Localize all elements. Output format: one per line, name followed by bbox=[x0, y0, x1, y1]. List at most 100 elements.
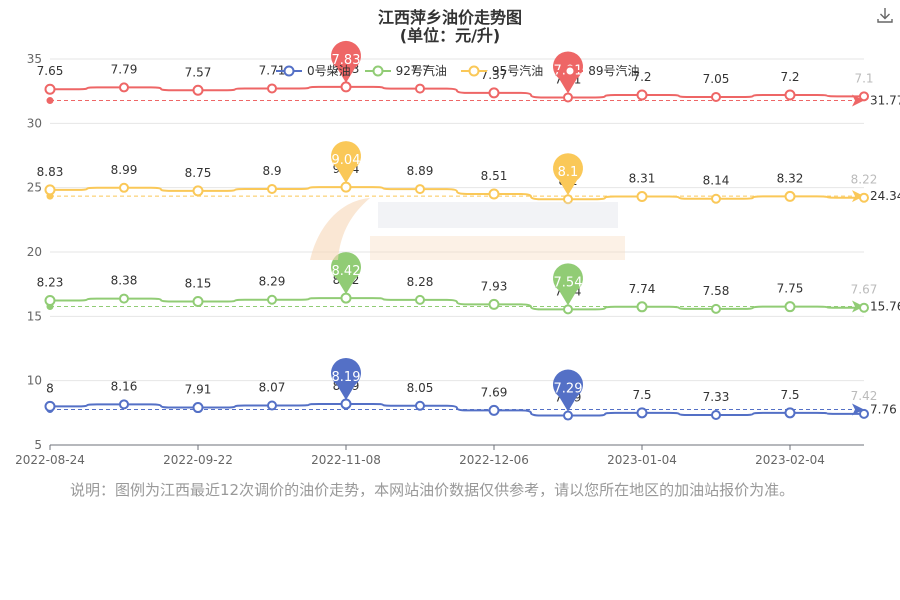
data-label: 7.33 bbox=[703, 390, 730, 404]
data-label: 8.89 bbox=[407, 164, 434, 178]
average-label: 31.77 bbox=[870, 94, 900, 108]
data-label: 7.65 bbox=[37, 64, 64, 78]
chart-subtitle: (单位：元/升) bbox=[399, 26, 501, 45]
data-label: 7.7 bbox=[410, 64, 429, 78]
extreme-marker-label: 9.04 bbox=[332, 153, 361, 168]
data-point bbox=[44, 83, 56, 95]
series-line bbox=[50, 402, 864, 417]
data-label: 8.22 bbox=[851, 173, 878, 187]
extreme-marker bbox=[331, 357, 362, 400]
extreme-marker-label: 7.29 bbox=[554, 382, 583, 397]
data-label: 8.29 bbox=[259, 275, 286, 289]
legend-item[interactable]: 95号汽油 bbox=[460, 62, 543, 79]
legend-item[interactable]: 0号柴油 bbox=[276, 62, 351, 79]
data-point bbox=[415, 294, 425, 305]
data-label: 8 bbox=[46, 381, 54, 395]
data-point bbox=[267, 83, 277, 94]
data-label: 7.79 bbox=[111, 62, 138, 76]
legend-swatch bbox=[364, 65, 391, 76]
data-label: 8.16 bbox=[111, 379, 138, 393]
data-point bbox=[636, 89, 648, 101]
extreme-marker bbox=[331, 141, 362, 184]
average-arrow bbox=[852, 403, 864, 416]
chart-title: 江西萍乡油价走势图 bbox=[377, 8, 522, 27]
legend: 0号柴油 92号汽油 95号汽油 89号汽油 bbox=[276, 62, 639, 79]
data-point bbox=[488, 87, 500, 99]
series-line bbox=[50, 297, 864, 311]
average-label: 15.76 bbox=[870, 300, 900, 314]
data-point bbox=[267, 183, 277, 194]
extreme-marker-label: 7.54 bbox=[554, 275, 583, 290]
legend-item[interactable]: 92号汽油 bbox=[364, 62, 447, 79]
data-label: 8.31 bbox=[629, 172, 656, 186]
data-point bbox=[711, 193, 721, 204]
data-label: 7.37 bbox=[481, 68, 508, 82]
legend-item[interactable]: 89号汽油 bbox=[557, 62, 639, 79]
data-point bbox=[563, 304, 573, 315]
legend-swatch bbox=[460, 65, 487, 76]
extreme-marker bbox=[331, 252, 362, 295]
extreme-marker-label: 7.83 bbox=[332, 53, 361, 68]
data-label: 8.75 bbox=[185, 166, 212, 180]
data-point bbox=[119, 293, 129, 304]
extreme-marker bbox=[553, 153, 584, 196]
average-start-point bbox=[46, 97, 54, 105]
average-label: 7.76 bbox=[870, 402, 897, 416]
data-point bbox=[340, 292, 352, 304]
data-label: 8.51 bbox=[481, 169, 508, 183]
legend-label: 0号柴油 bbox=[307, 64, 351, 78]
data-label: 7.1 bbox=[854, 71, 873, 85]
chart-note: 说明：图例为江西最近12次调价的油价走势，本网站油价数据仅供参考，请以您所在地区… bbox=[70, 481, 795, 499]
x-tick-label: 2023-01-04 bbox=[607, 453, 677, 467]
data-label: 7.75 bbox=[777, 282, 804, 296]
extreme-marker bbox=[553, 263, 584, 306]
data-point bbox=[711, 303, 721, 314]
data-label: 8.32 bbox=[777, 171, 804, 185]
data-point bbox=[784, 407, 796, 419]
data-label: 8.07 bbox=[259, 380, 286, 394]
x-tick-label: 2022-11-08 bbox=[311, 453, 381, 467]
data-label: 8.14 bbox=[703, 174, 730, 188]
data-label: 7.05 bbox=[703, 72, 730, 86]
extreme-marker-label: 8.1 bbox=[558, 165, 579, 180]
x-tick-label: 2022-12-06 bbox=[459, 453, 529, 467]
y-tick-label: 30 bbox=[27, 116, 42, 130]
data-label: 7.2 bbox=[632, 70, 651, 84]
x-tick-label: 2022-09-22 bbox=[163, 453, 233, 467]
data-point bbox=[44, 400, 56, 412]
data-label: 7.67 bbox=[851, 283, 878, 297]
data-point bbox=[44, 184, 56, 196]
data-point bbox=[636, 191, 648, 203]
average-arrow bbox=[852, 300, 864, 313]
series-line bbox=[50, 186, 864, 201]
data-point bbox=[267, 294, 277, 305]
data-point bbox=[415, 83, 425, 94]
data-point bbox=[415, 400, 425, 411]
data-label: 7.57 bbox=[185, 65, 212, 79]
average-arrow bbox=[852, 94, 864, 107]
data-label: 7.74 bbox=[629, 282, 656, 296]
data-point bbox=[784, 190, 796, 202]
data-point bbox=[192, 185, 204, 197]
data-point bbox=[340, 398, 352, 410]
download-icon[interactable] bbox=[876, 6, 894, 24]
legend-swatch bbox=[557, 65, 584, 76]
y-tick-label: 35 bbox=[27, 52, 42, 66]
legend-label: 92号汽油 bbox=[395, 64, 447, 78]
data-point bbox=[859, 192, 869, 203]
data-point bbox=[859, 302, 869, 313]
data-point bbox=[119, 399, 129, 410]
data-label: 8.38 bbox=[111, 274, 138, 288]
average-label: 24.34 bbox=[870, 189, 900, 203]
data-point bbox=[563, 410, 573, 421]
series-line bbox=[50, 85, 864, 99]
extreme-marker bbox=[553, 369, 584, 412]
data-point bbox=[267, 400, 277, 411]
data-point bbox=[192, 402, 204, 414]
data-point bbox=[711, 91, 721, 102]
data-label: 7.2 bbox=[780, 70, 799, 84]
data-label: 7.58 bbox=[703, 284, 730, 298]
data-label: 7.69 bbox=[481, 385, 508, 399]
data-point bbox=[192, 84, 204, 96]
